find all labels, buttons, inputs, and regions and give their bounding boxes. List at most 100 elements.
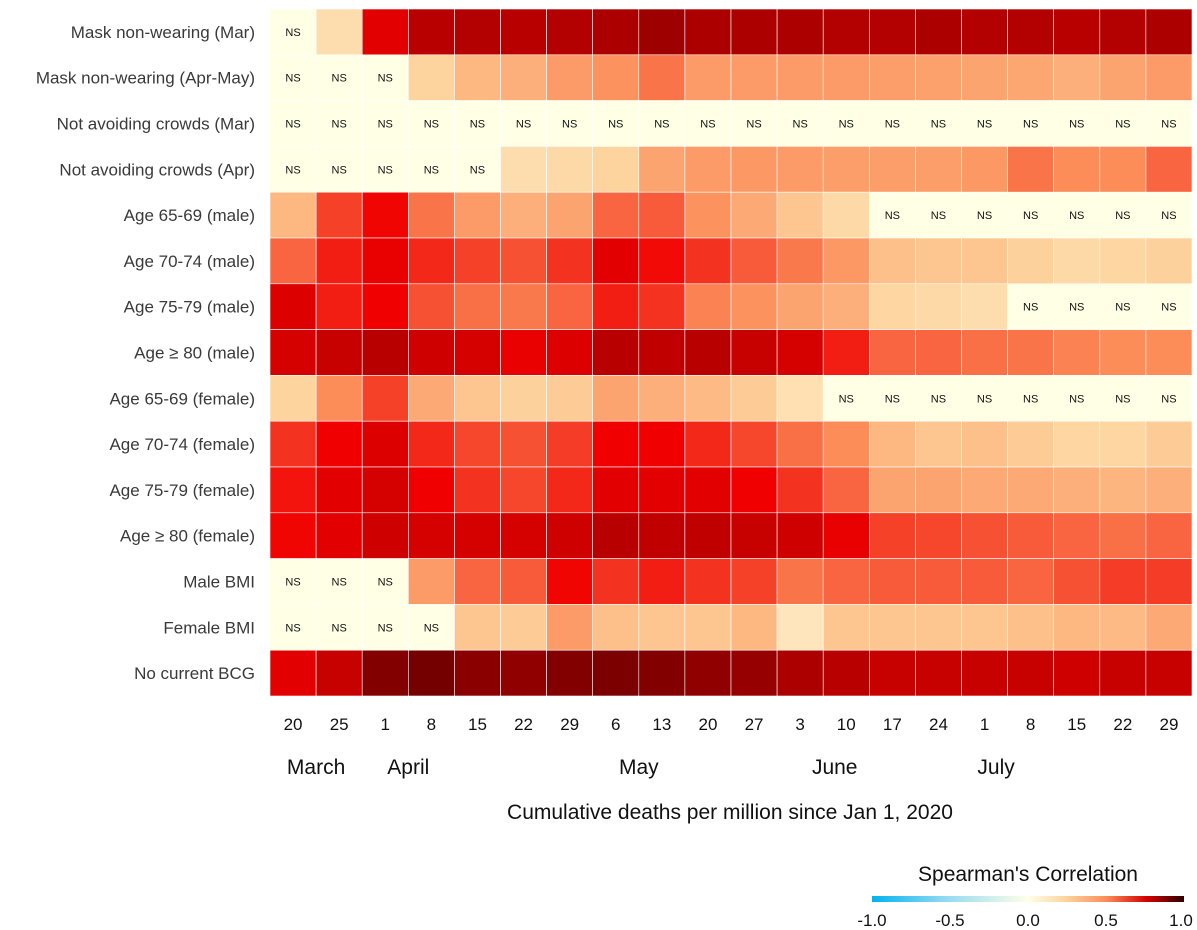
ns-label: NS	[424, 164, 439, 176]
ns-label: NS	[931, 393, 946, 405]
row-label: No current BCG	[134, 664, 255, 683]
heatmap-cell	[776, 604, 824, 651]
heatmap-cell	[1007, 237, 1054, 285]
heatmap-cell	[592, 466, 640, 514]
ns-label: NS	[1023, 119, 1038, 131]
heatmap-cell	[776, 420, 824, 468]
heatmap-cell	[638, 420, 686, 468]
heatmap-cell	[269, 8, 317, 56]
heatmap-cell	[454, 649, 501, 697]
heatmap-cell	[961, 649, 1008, 697]
heatmap-cell	[961, 237, 1008, 285]
heatmap-cell	[269, 54, 317, 101]
heatmap-cell	[868, 604, 916, 651]
heatmap-cell	[592, 512, 640, 559]
heatmap-cell	[315, 558, 363, 605]
ns-label: NS	[332, 577, 347, 589]
heatmap-cell	[407, 8, 455, 56]
row-label: Age 65-69 (female)	[109, 389, 255, 408]
heatmap-cell	[407, 512, 455, 559]
heatmap-cell	[546, 512, 593, 559]
heatmap-cell	[684, 558, 732, 605]
ns-label: NS	[977, 393, 992, 405]
heatmap-cell	[361, 558, 409, 605]
heatmap-cell	[315, 100, 363, 147]
heatmap-cell	[915, 604, 962, 651]
heatmap-cell	[361, 420, 409, 468]
heatmap-cell	[1145, 604, 1193, 651]
heatmap-cell	[1053, 283, 1101, 330]
heatmap-cell	[1145, 54, 1193, 101]
heatmap-cell	[915, 420, 962, 468]
heatmap-cell	[730, 54, 778, 101]
ns-label: NS	[1023, 393, 1038, 405]
ns-label: NS	[839, 393, 854, 405]
heatmap-cell	[269, 466, 317, 514]
heatmap-cell	[961, 466, 1008, 514]
heatmap-cell	[407, 146, 455, 193]
x-tick-label: 27	[745, 715, 764, 734]
heatmap-cell	[1145, 329, 1193, 376]
legend-tick-label: 1.0	[1169, 911, 1193, 930]
heatmap-cell	[407, 420, 455, 468]
heatmap-cell	[638, 54, 686, 101]
heatmap-cell	[868, 329, 916, 376]
row-label: Not avoiding crowds (Mar)	[57, 115, 255, 134]
heatmap-cell	[500, 420, 547, 468]
heatmap-cell	[546, 8, 593, 56]
heatmap-cell	[500, 512, 547, 559]
heatmap-cell	[1145, 420, 1193, 468]
heatmap-cell	[1007, 8, 1054, 56]
heatmap-cell	[315, 283, 363, 330]
ns-label: NS	[470, 119, 485, 131]
heatmap-cell	[776, 558, 824, 605]
heatmap-cell	[961, 100, 1008, 147]
ns-label: NS	[562, 119, 577, 131]
heatmap-cell	[684, 329, 732, 376]
heatmap-cell	[546, 604, 593, 651]
heatmap-cell	[684, 466, 732, 514]
heatmap-cell	[868, 558, 916, 605]
ns-label: NS	[885, 210, 900, 222]
heatmap-cell	[638, 8, 686, 56]
row-label: Not avoiding crowds (Apr)	[59, 160, 255, 179]
heatmap-cell	[500, 649, 547, 697]
row-label: Age 65-69 (male)	[124, 206, 255, 225]
heatmap-cell	[454, 54, 501, 101]
x-tick-label: 29	[560, 715, 579, 734]
heatmap-cell	[868, 375, 916, 422]
heatmap-cell	[684, 420, 732, 468]
heatmap-cell	[1099, 512, 1147, 559]
ns-label: NS	[332, 164, 347, 176]
heatmap-cell	[638, 466, 686, 514]
ns-label: NS	[378, 622, 393, 634]
row-label: Age 70-74 (female)	[109, 435, 255, 454]
heatmap-cell	[730, 420, 778, 468]
ns-label: NS	[977, 210, 992, 222]
heatmap-cell	[454, 237, 501, 285]
ns-label: NS	[608, 119, 623, 131]
x-axis-title: Cumulative deaths per million since Jan …	[507, 801, 953, 824]
heatmap-cell	[407, 100, 455, 147]
ns-label: NS	[700, 119, 715, 131]
legend-colorbar	[872, 896, 1184, 902]
heatmap-cell	[915, 191, 962, 239]
heatmap-cell	[961, 420, 1008, 468]
heatmap-cell	[500, 329, 547, 376]
heatmap-cell	[1053, 146, 1101, 193]
heatmap-cell	[315, 8, 363, 56]
ns-label: NS	[516, 119, 531, 131]
heatmap-cell	[454, 283, 501, 330]
x-tick-label: 25	[330, 715, 349, 734]
heatmap-cell	[361, 146, 409, 193]
x-tick-label: 17	[883, 715, 902, 734]
heatmap-cell	[592, 283, 640, 330]
heatmap-cell	[407, 283, 455, 330]
heatmap-cell	[407, 558, 455, 605]
heatmap-cell	[684, 237, 732, 285]
heatmap-cell	[638, 100, 686, 147]
heatmap-cell	[1099, 100, 1147, 147]
ns-label: NS	[424, 622, 439, 634]
heatmap-cell	[1145, 283, 1193, 330]
heatmap-cell	[684, 283, 732, 330]
